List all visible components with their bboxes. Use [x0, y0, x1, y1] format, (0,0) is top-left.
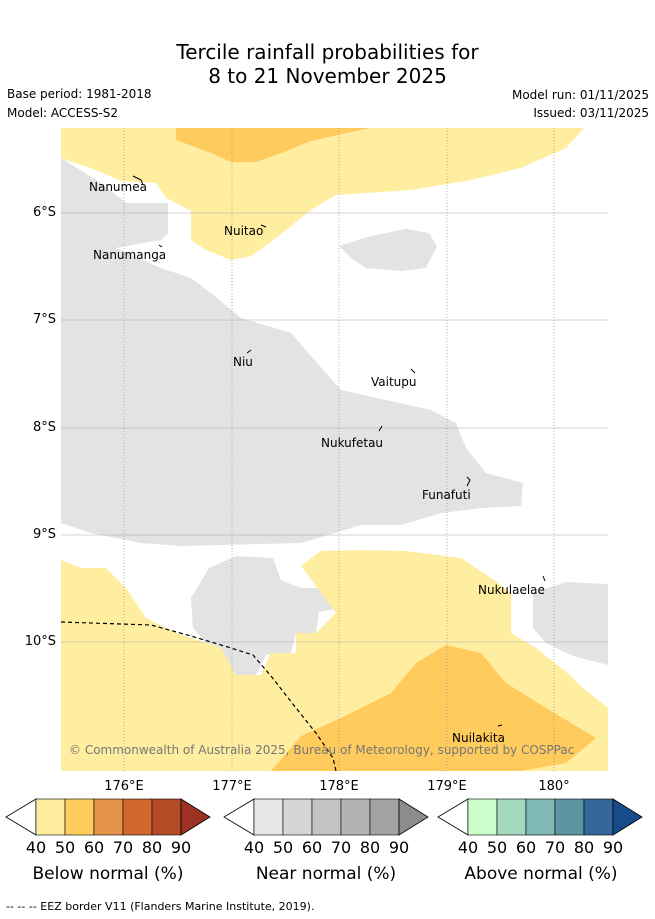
near-normal-region — [61, 158, 523, 546]
place-nuitao: Nuitao — [224, 224, 263, 238]
below-colorbar-segment — [122, 798, 153, 836]
below-colorbar-segment — [35, 798, 66, 836]
place-vaitupu: Vaitupu — [371, 375, 417, 389]
below-colorbar-low-extension — [5, 798, 37, 836]
colorbar-title-above: Above normal (%) — [464, 864, 618, 884]
below-colorbar-segment — [93, 798, 124, 836]
near-normal-left — [61, 402, 103, 458]
near-colorbar-tick: 70 — [330, 838, 352, 857]
model-name: Model: ACCESS-S2 — [7, 106, 119, 120]
near-colorbar-segment — [340, 798, 371, 836]
near-colorbar-segment — [253, 798, 284, 836]
lat-label-8s: 8°S — [32, 420, 56, 435]
lat-label-7s: 7°S — [32, 312, 56, 327]
eez-border — [61, 621, 337, 771]
above-colorbar-tick: 60 — [515, 838, 537, 857]
below-colorbar-high-extension — [180, 798, 211, 836]
lon-label-178e: 178°E — [319, 779, 359, 794]
above-colorbar-tick: 40 — [457, 838, 479, 857]
below-colorbar-tick: 80 — [141, 838, 163, 857]
below-colorbar-segment — [64, 798, 95, 836]
near-normal-east — [533, 582, 608, 665]
near-colorbar-tick: 50 — [272, 838, 294, 857]
lon-label-179e: 179°E — [427, 779, 467, 794]
below-colorbar-tick: 90 — [170, 838, 192, 857]
issued-date: Issued: 03/11/2025 — [533, 106, 649, 120]
below-colorbar-tick: 40 — [25, 838, 47, 857]
lon-label-176e: 176°E — [104, 779, 144, 794]
lat-gridlines — [61, 212, 608, 643]
above-colorbar-segment — [583, 798, 614, 836]
rainfall-map: Nanumea Nanumanga Nuitao Niu Vaitupu Nuk… — [61, 128, 608, 771]
above-colorbar-high-extension — [612, 798, 643, 836]
above-colorbar-tick: 80 — [573, 838, 595, 857]
below-normal-50-north — [176, 128, 371, 162]
place-nukulaelae: Nukulaelae — [478, 583, 545, 597]
above-colorbar-tick: 50 — [486, 838, 508, 857]
colorbar-below-normal — [5, 798, 211, 836]
islands — [132, 175, 546, 727]
place-niu: Niu — [233, 355, 253, 369]
near-normal-ne — [339, 229, 437, 271]
base-period: Base period: 1981-2018 — [7, 87, 152, 101]
lat-label-10s: 10°S — [24, 634, 56, 649]
above-colorbar-segment — [467, 798, 498, 836]
eez-footnote: -- -- -- EEZ border V11 (Flanders Marine… — [6, 900, 315, 913]
lat-label-6s: 6°S — [32, 205, 56, 220]
near-colorbar-tick: 60 — [301, 838, 323, 857]
near-colorbar-high-extension — [398, 798, 429, 836]
near-colorbar-segment — [369, 798, 400, 836]
lon-label-177e: 177°E — [212, 779, 252, 794]
below-normal-north — [61, 128, 584, 260]
below-colorbar-tick: 50 — [54, 838, 76, 857]
above-colorbar-segment — [525, 798, 556, 836]
below-colorbar-segment — [151, 798, 182, 836]
above-colorbar-segment — [554, 798, 585, 836]
colorbars — [5, 798, 643, 836]
near-colorbar-tick: 80 — [359, 838, 381, 857]
below-normal-50-south — [271, 645, 596, 771]
colorbar-near-normal — [223, 798, 429, 836]
place-nukufetau: Nukufetau — [321, 436, 383, 450]
place-funafuti: Funafuti — [422, 488, 471, 502]
place-nanumea: Nanumea — [89, 180, 147, 194]
model-run: Model run: 01/11/2025 — [511, 88, 649, 102]
lon-label-180: 180° — [538, 779, 570, 794]
near-colorbar-segment — [311, 798, 342, 836]
below-colorbar-tick: 60 — [83, 838, 105, 857]
above-colorbar-tick: 70 — [544, 838, 566, 857]
place-nuilakita: Nuilakita — [452, 731, 505, 745]
above-colorbar-segment — [496, 798, 527, 836]
above-colorbar-low-extension — [437, 798, 469, 836]
near-colorbar-tick: 40 — [243, 838, 265, 857]
colorbar-above-normal — [437, 798, 643, 836]
copyright-notice: © Commonwealth of Australia 2025, Bureau… — [69, 743, 574, 757]
gridlines — [123, 128, 555, 771]
below-colorbar-tick: 70 — [112, 838, 134, 857]
place-nanumanga: Nanumanga — [93, 248, 166, 262]
near-colorbar-tick: 90 — [388, 838, 410, 857]
title-line-2: 8 to 21 November 2025 — [208, 64, 447, 88]
near-colorbar-segment — [282, 798, 313, 836]
title-line-1: Tercile rainfall probabilities for — [176, 40, 479, 64]
map-title: Tercile rainfall probabilities for 8 to … — [0, 40, 655, 88]
lat-label-9s: 9°S — [32, 527, 56, 542]
colorbar-title-near: Near normal (%) — [255, 864, 397, 884]
colorbar-title-below: Below normal (%) — [32, 864, 184, 884]
near-normal-mid — [191, 556, 341, 675]
near-colorbar-low-extension — [223, 798, 255, 836]
above-colorbar-tick: 90 — [602, 838, 624, 857]
